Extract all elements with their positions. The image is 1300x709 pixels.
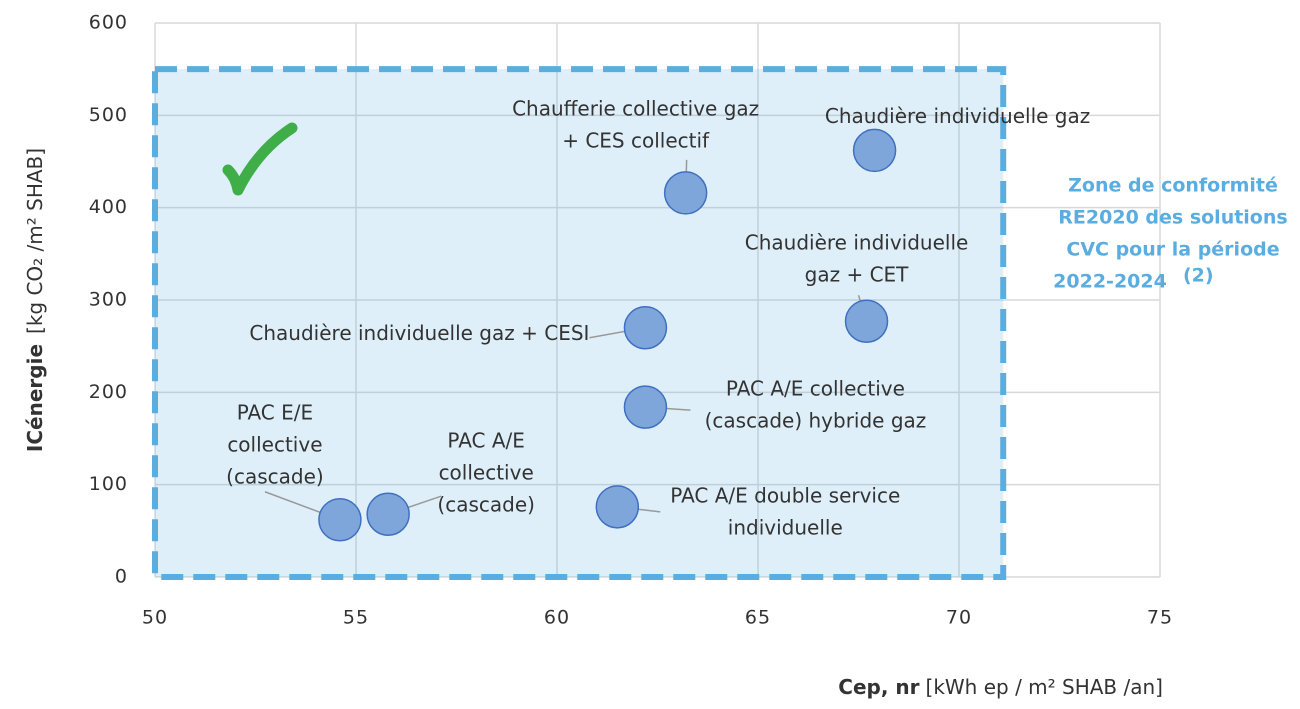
point [318, 498, 362, 542]
point-label: Chaudière individuelle [745, 231, 969, 255]
point-label: (cascade) hybride gaz [705, 409, 927, 433]
x-tick-label: 65 [745, 607, 771, 629]
point-label: collective [227, 432, 322, 456]
x-tick-label: 70 [946, 607, 972, 629]
x-title-bold: Cep, nr [838, 675, 919, 699]
point [595, 485, 640, 529]
x-tick-label: 75 [1147, 607, 1173, 629]
point-label: Chaufferie collective gaz [512, 96, 759, 120]
point-label: gaz + CET [805, 263, 910, 287]
y-tick-label: 300 [89, 289, 128, 311]
point-label: PAC E/E [237, 400, 313, 424]
y-tick-label: 600 [89, 12, 128, 34]
zone-label: CVC pour la période [1066, 239, 1279, 261]
x-tick-label: 60 [544, 607, 570, 629]
y-tick-label: 500 [89, 104, 128, 126]
point-label: Chaudière individuelle gaz [825, 104, 1090, 128]
point-label: PAC A/E [447, 429, 525, 453]
zone-label: RE2020 des solutions [1058, 207, 1287, 229]
point-label: (cascade) [226, 464, 324, 488]
x-tick-label: 55 [343, 607, 369, 629]
zone-label: Zone de conformité [1068, 175, 1278, 197]
x-title-unit: [kWh ep / m² SHAB /an] [926, 675, 1163, 699]
point [366, 492, 410, 536]
point [623, 305, 668, 350]
check-icon [222, 122, 298, 196]
y-title-bold: ICénergie [23, 344, 47, 452]
y-tick-label: 100 [89, 473, 128, 495]
y-tick-label: 400 [89, 196, 128, 218]
y-tick-label: 0 [115, 566, 128, 588]
grid [154, 22, 1161, 578]
y-axis-title: ICénergie [kg CO₂ /m² SHAB] [23, 148, 47, 452]
y-tick-label: 200 [89, 381, 128, 403]
point-label: PAC A/E double service [670, 483, 900, 507]
marks [264, 128, 897, 542]
point-label: + CES collectif [562, 128, 710, 152]
zone-label-sup: (2) [1183, 265, 1214, 287]
point-label: Chaudière individuelle gaz + CESI [249, 321, 589, 345]
point [663, 171, 708, 215]
point-label: (cascade) [437, 493, 535, 517]
x-tick-label: 50 [142, 607, 168, 629]
y-title-unit: [kg CO₂ /m² SHAB] [23, 148, 47, 334]
point-label: PAC A/E collective [726, 377, 905, 401]
point [623, 385, 668, 429]
point [852, 128, 897, 173]
point-label: individuelle [728, 515, 843, 539]
x-axis-title: Cep, nr [kWh ep / m² SHAB /an] [838, 675, 1163, 699]
point-label: collective [439, 461, 534, 485]
zone-label: 2022-2024 [1053, 271, 1167, 293]
point [844, 299, 889, 343]
